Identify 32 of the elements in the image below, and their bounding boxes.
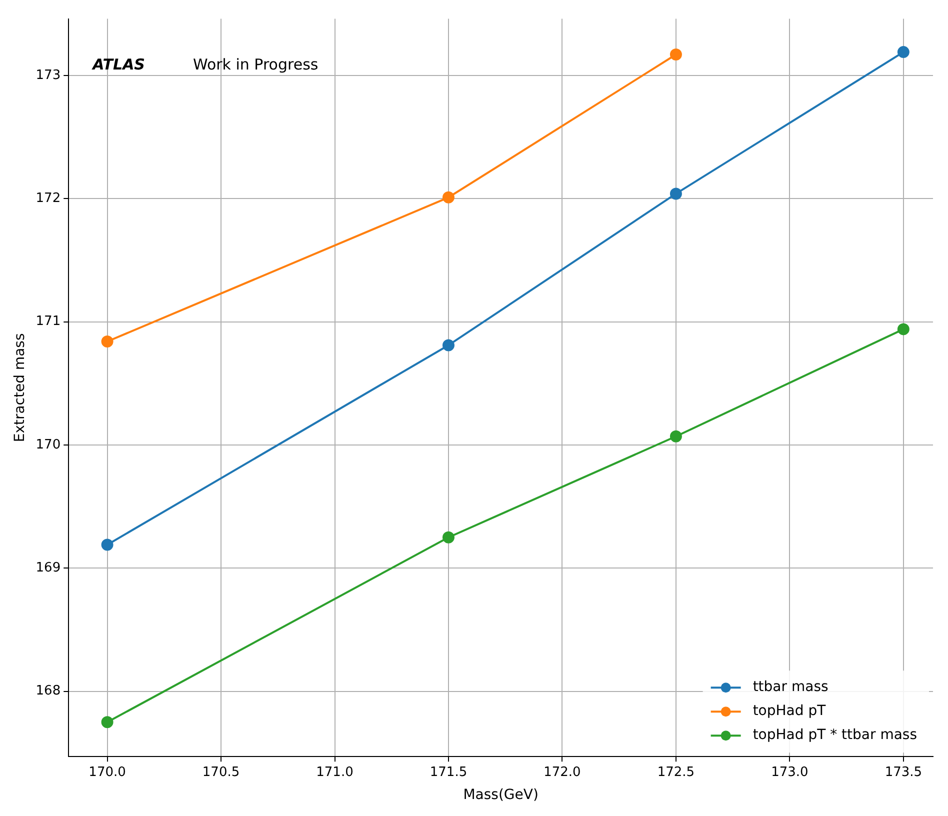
y-tick-label: 170: [36, 437, 61, 452]
legend-label: ttbar mass: [752, 679, 828, 696]
point: [101, 336, 114, 348]
x-tick-label: 170.0: [88, 764, 126, 780]
y-tick-label: 172: [36, 191, 61, 206]
point: [442, 339, 454, 352]
x-axis-title: Mass(GeV): [463, 787, 538, 804]
x-tick-label: 173.5: [884, 764, 922, 780]
y-tick-label: 169: [36, 560, 61, 576]
y-tick-label: 173: [36, 68, 61, 83]
x-tick-label: 173.0: [771, 764, 808, 780]
y-axis-title: Extracted mass: [12, 333, 28, 442]
point: [670, 48, 682, 61]
point: [442, 531, 454, 544]
legend-label: topHad pT * ttbar mass: [752, 727, 918, 744]
point: [101, 716, 114, 728]
point: [897, 46, 910, 58]
point: [670, 430, 682, 442]
x-tick-label: 172.5: [657, 764, 695, 780]
point: [897, 323, 910, 336]
x-tick-label: 171.5: [430, 764, 468, 780]
y-tick-label: 171: [36, 314, 61, 330]
point: [442, 191, 454, 204]
annotation: ATLAS: [92, 56, 146, 74]
point: [101, 538, 114, 551]
x-tick-label: 171.0: [316, 764, 354, 780]
x-tick-label: 170.5: [202, 764, 240, 780]
y-tick-label: 168: [36, 684, 61, 699]
legend-label: topHad pT: [752, 703, 826, 720]
x-tick-label: 172.0: [544, 764, 581, 780]
point: [670, 188, 682, 200]
annotation: Work in Progress: [192, 56, 318, 74]
